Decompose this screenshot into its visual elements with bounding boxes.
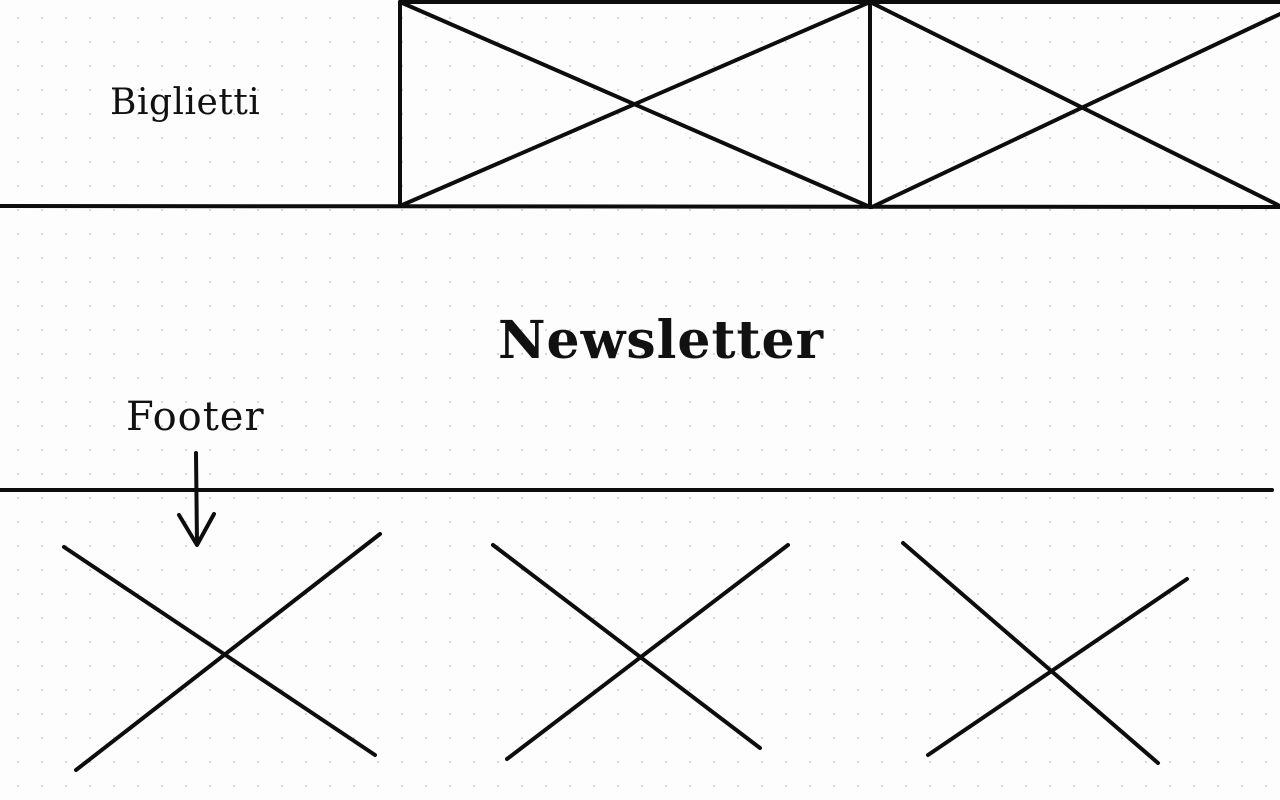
newsletter-section-label: Newsletter <box>498 310 825 371</box>
cross-stroke-a <box>901 541 1160 765</box>
footer-cross-placeholder-2 <box>491 543 790 761</box>
arrow-shaft <box>194 451 199 546</box>
cross-stroke-b <box>926 577 1189 757</box>
cross-stroke-b <box>505 543 790 761</box>
footer-cross-placeholder-1 <box>62 532 382 772</box>
header-image-placeholder-2 <box>868 0 1280 209</box>
arrow-head <box>177 512 216 547</box>
footer-arrow-icon <box>177 451 216 547</box>
cross-stroke-a <box>62 545 377 757</box>
cross-stroke-a <box>491 543 762 750</box>
tickets-section-label: Biglietti <box>110 82 261 123</box>
tickets-divider-line <box>0 204 1280 209</box>
footer-section-label: Footer <box>126 394 265 440</box>
placeholder-diagonal-b <box>870 12 1280 209</box>
placeholder-diagonal-b <box>398 0 872 208</box>
cross-stroke-b <box>74 532 382 772</box>
header-image-placeholder-1 <box>398 0 872 209</box>
footer-cross-placeholder-3 <box>901 541 1189 765</box>
placeholder-diagonal-a <box>868 0 1280 207</box>
